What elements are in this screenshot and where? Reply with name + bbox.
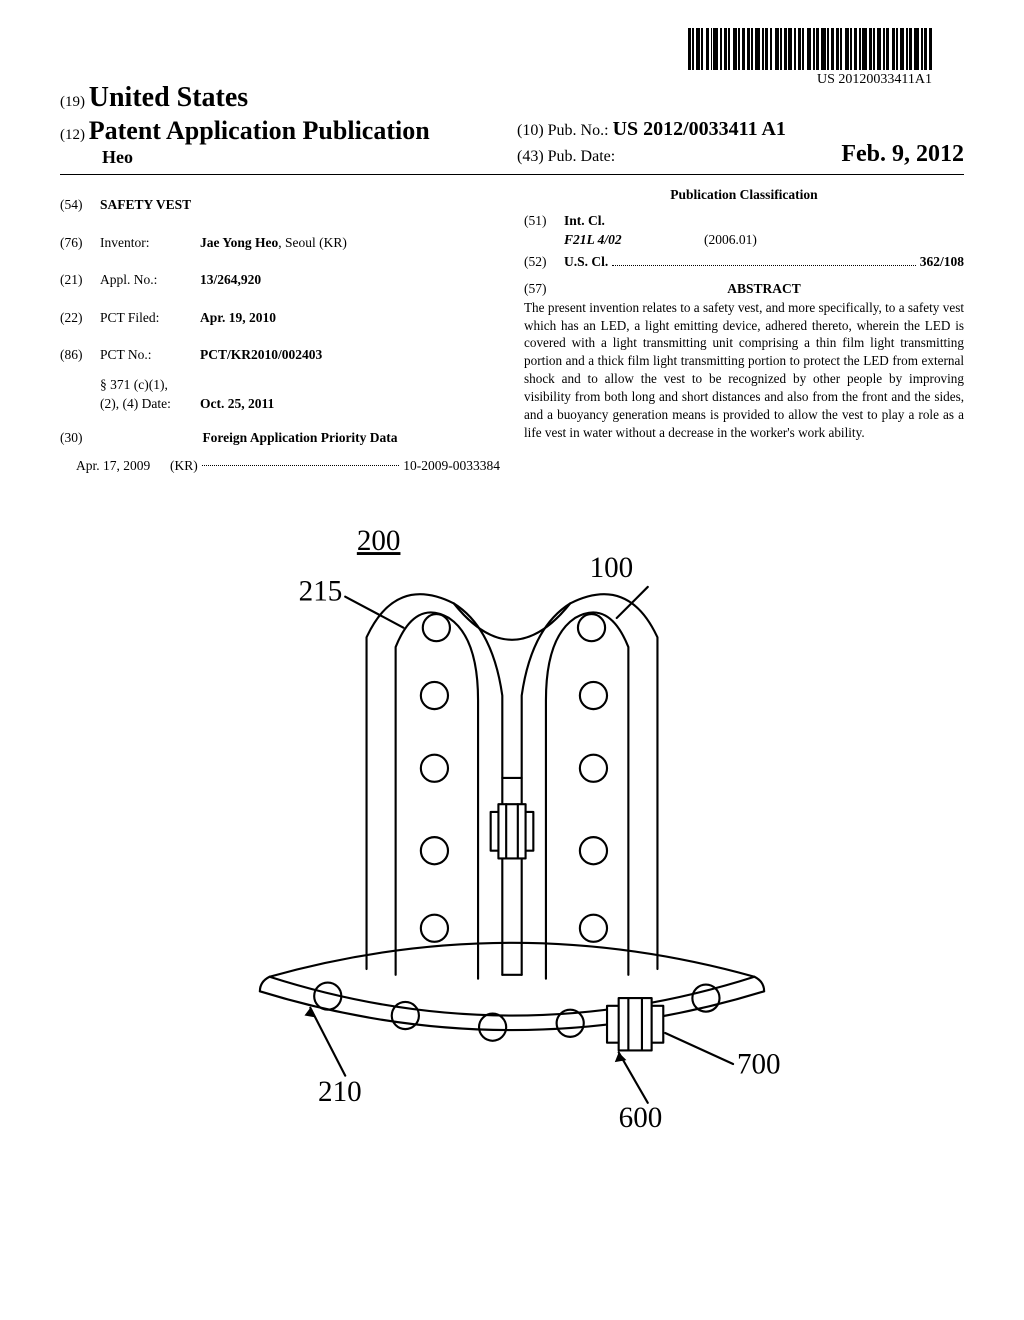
pubdate-label: Pub. Date: <box>548 148 616 165</box>
applno-val: 13/264,920 <box>200 270 261 290</box>
pctno-row: (86) PCT No.: PCT/KR2010/002403 <box>60 345 500 365</box>
title-val: SAFETY VEST <box>100 195 191 215</box>
intcl-date: (2006.01) <box>704 230 757 250</box>
pubdate-line: (43) Pub. Date: Feb. 9, 2012 <box>517 141 964 168</box>
country-name: United States <box>89 82 248 113</box>
ref-100: 100 <box>590 552 634 584</box>
classif-header: Publication Classification <box>524 185 964 205</box>
columns: (54) SAFETY VEST (76) Inventor: Jae Yong… <box>60 185 964 485</box>
priority-country: (KR) <box>170 456 198 476</box>
pubno-val: US 2012/0033411 A1 <box>613 118 786 140</box>
priority-date: Apr. 17, 2009 <box>60 456 170 476</box>
applno-num: (21) <box>60 270 100 290</box>
pctfiled-num: (22) <box>60 308 100 328</box>
title-row: (54) SAFETY VEST <box>60 195 500 215</box>
pubdate-num: (43) <box>517 148 544 165</box>
inventor-num: (76) <box>60 233 100 253</box>
priority-header: Foreign Application Priority Data <box>100 428 500 448</box>
ref-210: 210 <box>318 1076 362 1108</box>
pctfiled-row: (22) PCT Filed: Apr. 19, 2010 <box>60 308 500 328</box>
s371-val: Oct. 25, 2011 <box>200 394 274 414</box>
intcl-code: F21L 4/02 <box>564 230 704 250</box>
s371-label2: (2), (4) Date: <box>100 394 200 414</box>
country-line: (19) United States <box>60 82 507 114</box>
priority-row: (30) Foreign Application Priority Data <box>60 428 500 448</box>
uscl-label: U.S. Cl. <box>564 252 608 272</box>
pubdate-val: Feb. 9, 2012 <box>841 141 964 168</box>
applno-label: Appl. No.: <box>100 270 200 290</box>
barcode-block: US 20120033411A1 <box>688 28 932 88</box>
uscl-num: (52) <box>524 252 564 272</box>
pub-type: Patent Application Publication <box>89 116 430 145</box>
uscl-dots <box>612 256 915 266</box>
title-num: (54) <box>60 195 100 215</box>
uscl-val: 362/108 <box>920 252 964 272</box>
pubdate-left: (43) Pub. Date: <box>517 148 615 166</box>
inventor-loc: , Seoul (KR) <box>278 235 347 250</box>
priority-data-row: Apr. 17, 2009 (KR) 10-2009-0033384 <box>60 456 500 476</box>
barcode <box>688 28 932 70</box>
figure-svg: 200 <box>192 521 832 1161</box>
s371-label1: § 371 (c)(1), <box>100 375 200 395</box>
pctfiled-val: Apr. 19, 2010 <box>200 308 276 328</box>
inventor-row: (76) Inventor: Jae Yong Heo, Seoul (KR) <box>60 233 500 253</box>
s371-row2: (2), (4) Date: Oct. 25, 2011 <box>60 394 500 414</box>
intcl-row: (51) Int. Cl. <box>524 211 964 231</box>
abstract-text: The present invention relates to a safet… <box>524 299 964 442</box>
author-line: Heo <box>60 147 507 168</box>
pub-num: (12) <box>60 127 85 143</box>
intcl-code-row: F21L 4/02 (2006.01) <box>524 230 964 250</box>
intcl-label: Int. Cl. <box>564 211 605 231</box>
pctfiled-label: PCT Filed: <box>100 308 200 328</box>
pubno-line: (10) Pub. No.: US 2012/0033411 A1 <box>517 118 964 141</box>
header-right: (10) Pub. No.: US 2012/0033411 A1 (43) P… <box>507 118 964 168</box>
applno-row: (21) Appl. No.: 13/264,920 <box>60 270 500 290</box>
pctno-val: PCT/KR2010/002403 <box>200 345 322 365</box>
inventor-val: Jae Yong Heo, Seoul (KR) <box>200 233 347 253</box>
pubno-num: (10) <box>517 122 544 139</box>
ref-215: 215 <box>299 576 343 608</box>
ref-700: 700 <box>737 1049 781 1081</box>
uscl-row: (52) U.S. Cl. 362/108 <box>524 252 964 272</box>
figure-area: 200 <box>60 521 964 1161</box>
barcode-text: US 20120033411A1 <box>688 72 932 88</box>
inventor-label: Inventor: <box>100 233 200 253</box>
rule-divider <box>60 174 964 175</box>
country-num: (19) <box>60 94 85 110</box>
abstract-header-row: (57) ABSTRACT <box>524 279 964 299</box>
abstract-num: (57) <box>524 279 564 299</box>
header-left: (19) United States (12) Patent Applicati… <box>60 82 507 168</box>
pctno-label: PCT No.: <box>100 345 200 365</box>
left-column: (54) SAFETY VEST (76) Inventor: Jae Yong… <box>60 185 500 485</box>
intcl-num: (51) <box>524 211 564 231</box>
ref-600: 600 <box>619 1102 663 1134</box>
abstract-label: ABSTRACT <box>564 279 964 299</box>
priority-num: (30) <box>60 428 100 448</box>
pubno-label: Pub. No.: <box>548 122 609 139</box>
s371-row1: § 371 (c)(1), <box>60 375 500 395</box>
header: (19) United States (12) Patent Applicati… <box>60 82 964 168</box>
ref-200: 200 <box>357 525 401 557</box>
priority-dots <box>202 456 400 466</box>
pctno-num: (86) <box>60 345 100 365</box>
pub-line: (12) Patent Application Publication <box>60 116 507 146</box>
inventor-name: Jae Yong Heo <box>200 235 278 250</box>
priority-app: 10-2009-0033384 <box>403 456 500 476</box>
right-column: Publication Classification (51) Int. Cl.… <box>524 185 964 485</box>
